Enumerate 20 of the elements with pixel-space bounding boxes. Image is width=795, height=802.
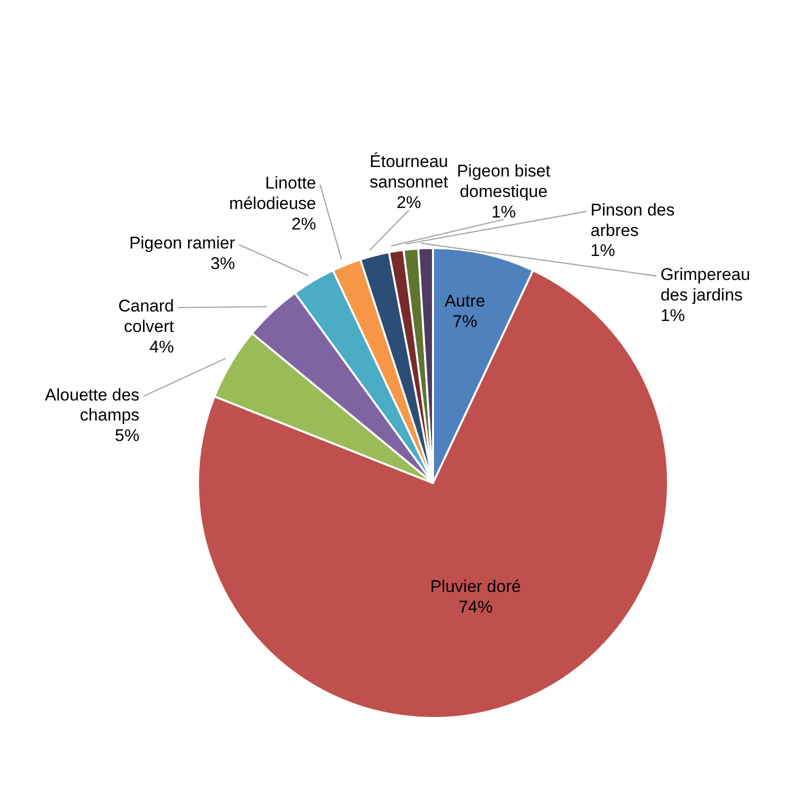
slice-label: Grimpereau des jardins bbox=[660, 265, 750, 305]
slice-label: Pluvier doré bbox=[430, 577, 521, 596]
data-label: 3% bbox=[210, 254, 236, 274]
data-label: 1% bbox=[491, 202, 516, 222]
slice-label: Étourneau sansonnet bbox=[370, 152, 448, 192]
slice-label: Canard colvert bbox=[118, 297, 174, 336]
data-label: 7% bbox=[452, 312, 478, 332]
data-label: 74% bbox=[458, 598, 493, 617]
data-label: 1% bbox=[590, 242, 616, 261]
slice-label: Autre bbox=[444, 292, 486, 312]
data-label: 2% bbox=[396, 194, 422, 213]
data-label: 1% bbox=[660, 306, 686, 326]
data-label: 4% bbox=[149, 338, 174, 357]
slice-label: Alouette des champs bbox=[44, 386, 140, 426]
slice-label: Linotte mélodieuse bbox=[229, 174, 316, 214]
data-label: 2% bbox=[292, 214, 316, 234]
slice-label: Pigeon biset domestique bbox=[456, 162, 551, 202]
slice-label: Pinson des arbres bbox=[590, 200, 675, 240]
slice-label: Pigeon ramier bbox=[129, 234, 236, 254]
data-label: 5% bbox=[114, 426, 140, 446]
